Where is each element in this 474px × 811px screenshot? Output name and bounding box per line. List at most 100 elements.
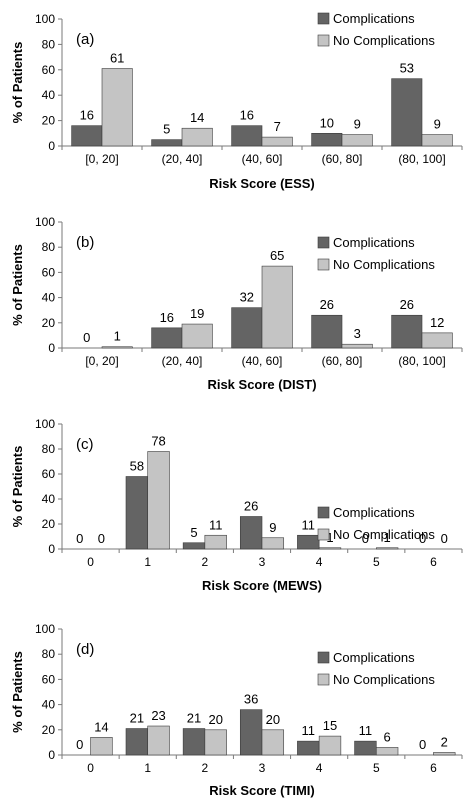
panel-1-bar-no-complications	[101, 68, 133, 147]
panel-1-bar-complications	[71, 125, 103, 147]
panel-3-bar-no-complications	[375, 547, 399, 550]
panel-4-y-tick-label: 80	[42, 647, 56, 661]
panel-1-x-tick-label: (80, 100]	[398, 152, 445, 166]
panel-2-legend-label-complications: Complications	[333, 235, 415, 250]
panel-1-data-label: 53	[400, 61, 414, 76]
panel-2-bar-no-complications	[261, 265, 293, 349]
panel-3-bar-no-complications	[147, 451, 170, 550]
panel-2-data-label: 19	[190, 306, 204, 321]
panel-3-y-tick-label: 40	[42, 492, 56, 506]
panel-4-y-tick-label: 100	[35, 622, 55, 636]
panel-2-data-label: 12	[430, 315, 444, 330]
panel-3-y-tick-label: 100	[35, 417, 55, 431]
panel-1-y-tick-label: 0	[48, 139, 55, 153]
panel-1-bar-complications	[391, 78, 423, 147]
panel-1-data-label: 16	[240, 108, 254, 123]
panel-4-legend-swatch-no-complications	[317, 673, 330, 686]
panel-2-legend-swatch-complications	[317, 236, 330, 249]
panel-4-bar-complications	[182, 728, 206, 756]
panel-4-bar-no-complications	[375, 747, 399, 756]
panel-3-data-label: 5	[190, 525, 197, 540]
panel-3-bar-no-complications	[204, 534, 227, 550]
panel-1-data-label: 10	[320, 115, 334, 130]
panel-1-x-tick-label: [0, 20]	[85, 152, 118, 166]
panel-3-data-label: 0	[441, 531, 448, 546]
panel-2-x-tick-label: (60, 80]	[322, 354, 363, 368]
panel-4-x-tick-label: 5	[373, 761, 380, 775]
panel-2-y-tick-label: 60	[42, 265, 56, 279]
panel-2-data-label: 32	[240, 290, 254, 305]
panel-3-y-tick-label: 20	[42, 517, 56, 531]
panel-3-data-label: 58	[130, 459, 144, 474]
panel-4-data-label: 21	[187, 711, 201, 726]
panel-4-legend-swatch-complications	[317, 651, 330, 664]
panel-1-legend-swatch-complications	[317, 12, 330, 25]
panel-2-bar-complications	[231, 307, 263, 349]
panel-4-data-label: 2	[441, 734, 448, 749]
panel-1-panel-label: (a)	[76, 31, 94, 48]
panel-3-bar-no-complications	[318, 547, 342, 550]
panel-3-data-label: 9	[269, 520, 276, 535]
panel-4-y-tick-label: 20	[42, 723, 56, 737]
panel-1-legend-label-complications: Complications	[333, 11, 415, 26]
panel-2-data-label: 16	[160, 310, 174, 325]
panel-4-bar-no-complications	[147, 725, 170, 756]
panel-4-x-tick-label: 0	[87, 761, 94, 775]
panel-1-bar-complications	[151, 139, 183, 147]
panel-1-y-tick-label: 100	[35, 12, 55, 26]
panel-3-data-label: 11	[209, 517, 223, 532]
panel-2-y-tick-label: 20	[42, 316, 56, 330]
panel-4-data-label: 20	[208, 712, 222, 727]
panel-4-bar-complications	[239, 709, 263, 756]
panel-3-data-label: 1	[326, 530, 333, 545]
panel-1-x-axis-title: Risk Score (ESS)	[209, 176, 315, 191]
panel-2-bar-no-complications	[421, 332, 453, 349]
panel-1-bar-no-complications	[421, 134, 453, 147]
panel-3-x-tick-label: 2	[202, 555, 209, 569]
panel-1-y-tick-label: 80	[42, 37, 56, 51]
panel-3-legend-swatch-no-complications	[317, 528, 330, 541]
panel-2-bar-complications	[391, 314, 423, 349]
panel-1-x-tick-label: (20, 40]	[162, 152, 203, 166]
panel-1-legend-label-no-complications: No Complications	[333, 33, 435, 48]
panel-1-y-tick-label: 60	[42, 63, 56, 77]
panel-4-bar-complications	[125, 728, 149, 756]
panel-1-bar-no-complications	[341, 134, 373, 147]
panel-4-y-axis-title: % of Patients	[10, 651, 25, 733]
panel-2-y-tick-label: 40	[42, 291, 56, 305]
panel-2-bar-no-complications	[181, 323, 213, 349]
panel-2-x-tick-label: [0, 20]	[85, 354, 118, 368]
panel-2-data-label: 65	[270, 248, 284, 263]
panel-4-x-tick-label: 1	[144, 761, 151, 775]
panel-4-data-label: 11	[359, 723, 373, 738]
panel-3-data-label: 1	[384, 530, 391, 545]
panel-4-bar-complications	[297, 740, 320, 756]
panel-3-legend-swatch-complications	[317, 506, 330, 519]
panel-3-data-label: 78	[151, 434, 165, 449]
panel-4-bar-no-complications	[433, 752, 456, 756]
panel-2-y-axis-title: % of Patients	[10, 244, 25, 326]
panel-4-data-label: 0	[76, 737, 83, 752]
panel-1-bar-no-complications	[261, 136, 293, 147]
panel-2-bar-no-complications	[101, 346, 133, 349]
panel-3-x-tick-label: 6	[430, 555, 437, 569]
panel-2-y-tick-label: 0	[48, 341, 55, 355]
panel-4-x-axis-title: Risk Score (TIMI)	[209, 783, 314, 798]
panel-2-y-tick-label: 100	[35, 215, 55, 229]
panel-1-data-label: 9	[434, 117, 441, 132]
panel-3-x-tick-label: 1	[144, 555, 151, 569]
panel-3-x-tick-label: 5	[373, 555, 380, 569]
panel-3-data-label: 0	[362, 531, 369, 546]
panel-3-bar-complications	[297, 534, 320, 550]
panel-1-bar-complications	[231, 125, 263, 147]
panel-3-data-label: 0	[98, 531, 105, 546]
panel-4-data-label: 6	[384, 729, 391, 744]
panel-3-x-axis-title: Risk Score (MEWS)	[202, 578, 322, 593]
panel-1-legend-swatch-no-complications	[317, 34, 330, 47]
panel-3-x-tick-label: 0	[87, 555, 94, 569]
panel-3-panel-label: (c)	[76, 436, 94, 453]
panel-2-bar-complications	[311, 314, 343, 349]
panel-3-y-tick-label: 60	[42, 467, 56, 481]
panel-4-legend-label-no-complications: No Complications	[333, 672, 435, 687]
